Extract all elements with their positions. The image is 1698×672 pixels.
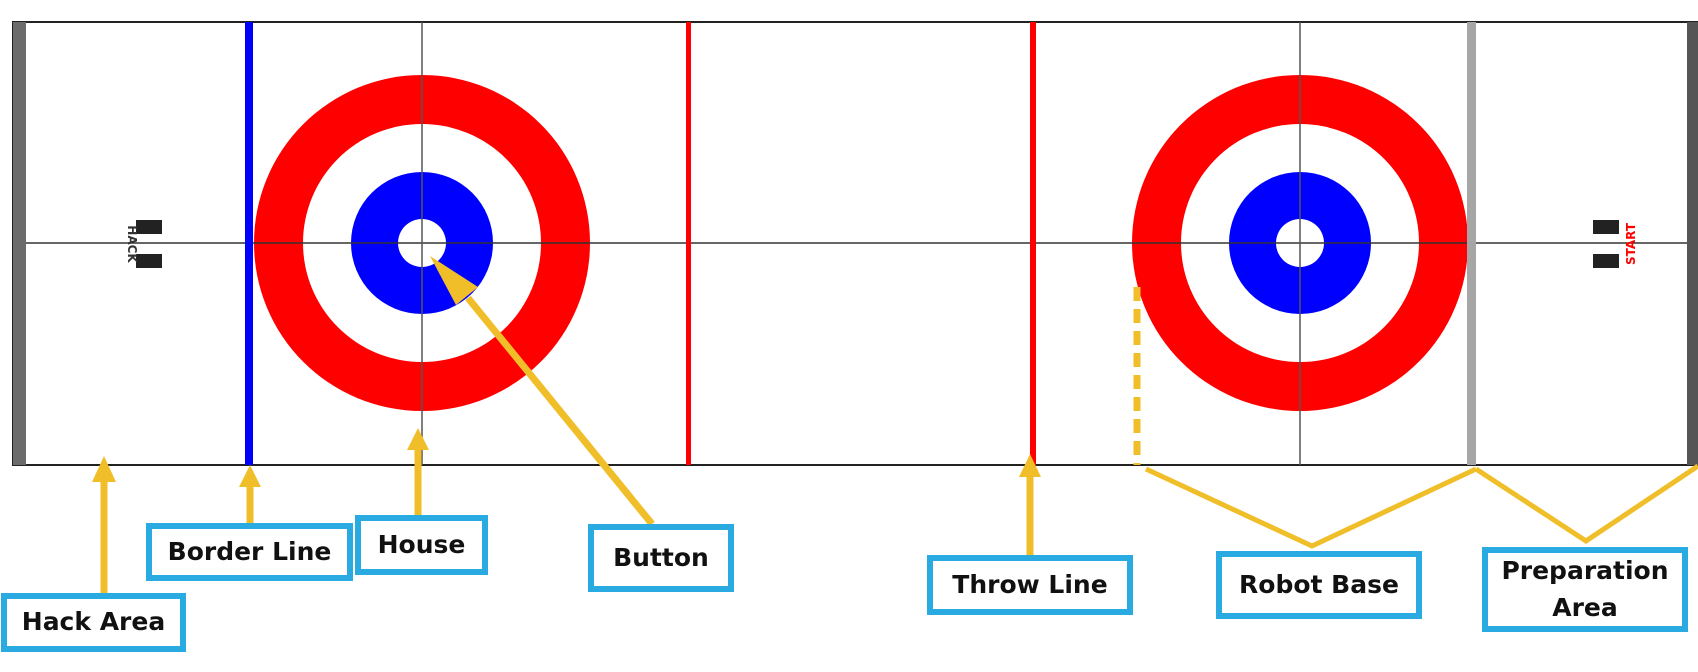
border-line: [245, 22, 253, 465]
hack-area-arrowhead: [92, 456, 116, 482]
preparation-area-bracket: [1474, 463, 1698, 544]
left-hack: HACK: [125, 220, 162, 268]
preparation-line: [1467, 22, 1476, 465]
border-line-label: Border Line: [146, 523, 353, 581]
preparation-area-label: Preparation Area: [1482, 547, 1688, 632]
left-backboard: [13, 22, 26, 465]
house-label: House: [355, 515, 488, 575]
throw-line: [1030, 22, 1036, 465]
hack-text-left: HACK: [125, 225, 139, 263]
button-arrow: [465, 295, 655, 527]
hack-area-label: Hack Area: [1, 593, 186, 652]
hack-text-right: START: [1624, 222, 1638, 265]
annotations: [92, 256, 1698, 593]
red-line-left: [686, 22, 691, 465]
robot-base-bracket: [1144, 466, 1478, 549]
robot-base-label: Robot Base: [1216, 551, 1422, 619]
right-backboard: [1687, 22, 1698, 465]
throw-line-label: Throw Line: [927, 555, 1133, 615]
right-hack: START: [1593, 220, 1638, 268]
button-label: Button: [588, 524, 734, 592]
